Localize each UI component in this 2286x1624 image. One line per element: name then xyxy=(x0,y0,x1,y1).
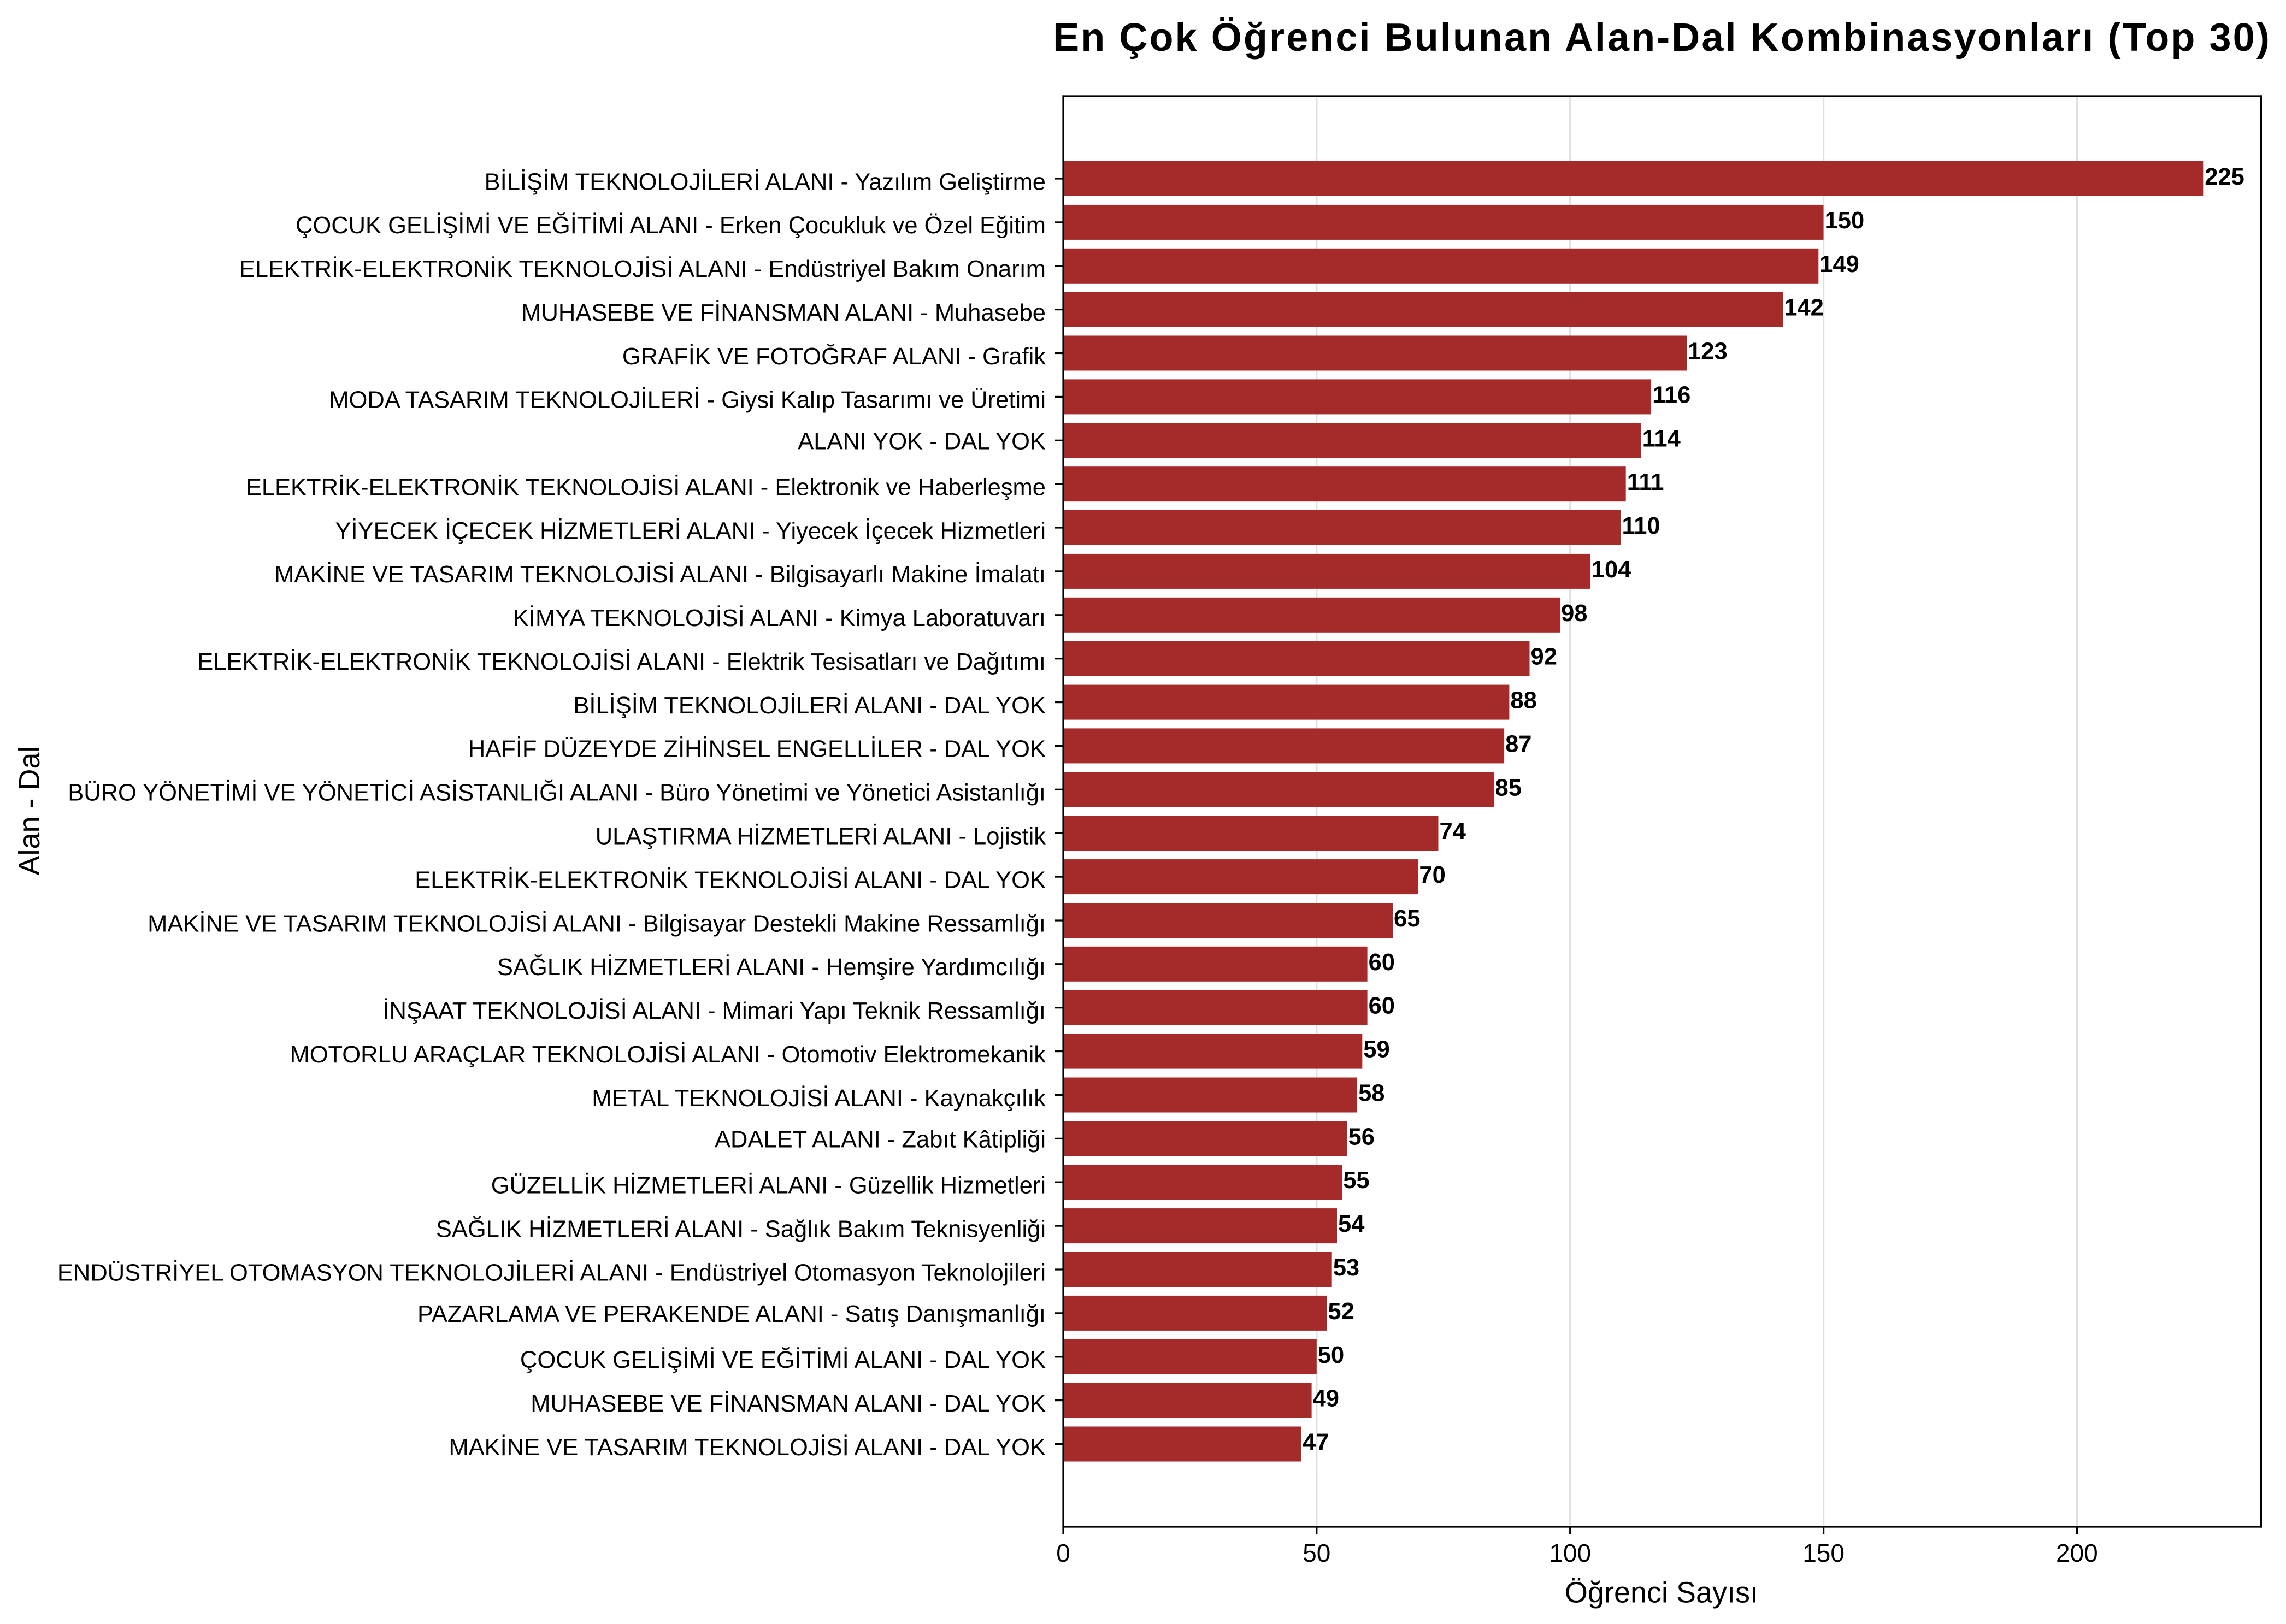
svg-text:BİLİŞİM TEKNOLOJİLERİ ALANI -: BİLİŞİM TEKNOLOJİLERİ ALANI - Yazılım Ge… xyxy=(485,168,1046,195)
svg-text:ÇOCUK GELİŞİMİ VE EĞİTİMİ ALAN: ÇOCUK GELİŞİMİ VE EĞİTİMİ ALANI - Erken … xyxy=(296,212,1046,239)
svg-text:60: 60 xyxy=(1369,993,1395,1019)
svg-text:88: 88 xyxy=(1510,688,1536,714)
svg-text:111: 111 xyxy=(1627,469,1664,495)
svg-text:100: 100 xyxy=(1549,1539,1591,1567)
svg-text:BİLİŞİM TEKNOLOJİLERİ ALANI -: BİLİŞİM TEKNOLOJİLERİ ALANI - DAL YOK xyxy=(573,692,1046,719)
svg-text:65: 65 xyxy=(1394,906,1420,932)
svg-text:YİYECEK İÇECEK HİZMETLERİ ALAN: YİYECEK İÇECEK HİZMETLERİ ALANI - Yiyece… xyxy=(335,517,1046,544)
svg-text:SAĞLIK HİZMETLERİ ALANI - Hemş: SAĞLIK HİZMETLERİ ALANI - Hemşire Yardım… xyxy=(497,954,1046,981)
svg-text:50: 50 xyxy=(1318,1342,1344,1368)
svg-text:60: 60 xyxy=(1369,949,1395,976)
svg-text:58: 58 xyxy=(1358,1080,1384,1107)
svg-text:MAKİNE VE TASARIM TEKNOLOJİSİ: MAKİNE VE TASARIM TEKNOLOJİSİ ALANI - DA… xyxy=(449,1434,1046,1461)
svg-text:İNŞAAT TEKNOLOJİSİ ALANI - Mim: İNŞAAT TEKNOLOJİSİ ALANI - Mimari Yapı T… xyxy=(382,997,1046,1024)
svg-text:92: 92 xyxy=(1531,644,1557,670)
svg-text:ADALET ALANI - Zabıt Kâtipliği: ADALET ALANI - Zabıt Kâtipliği xyxy=(715,1127,1046,1153)
svg-text:MODA TASARIM TEKNOLOJİLERİ - G: MODA TASARIM TEKNOLOJİLERİ - Giysi Kalıp… xyxy=(329,387,1046,414)
svg-text:150: 150 xyxy=(1802,1539,1845,1567)
svg-text:142: 142 xyxy=(1784,295,1824,321)
svg-text:Alan - Dal: Alan - Dal xyxy=(13,746,46,875)
svg-text:200: 200 xyxy=(2056,1539,2098,1567)
svg-text:110: 110 xyxy=(1622,513,1660,539)
svg-text:Öğrenci Sayısı: Öğrenci Sayısı xyxy=(1565,1576,1758,1609)
svg-text:52: 52 xyxy=(1328,1298,1354,1325)
svg-text:ÇOCUK GELİŞİMİ VE EĞİTİMİ ALAN: ÇOCUK GELİŞİMİ VE EĞİTİMİ ALANI - DAL YO… xyxy=(520,1347,1046,1373)
svg-text:SAĞLIK HİZMETLERİ ALANI - Sağl: SAĞLIK HİZMETLERİ ALANI - Sağlık Bakım T… xyxy=(436,1215,1046,1242)
svg-text:ALANI YOK - DAL YOK: ALANI YOK - DAL YOK xyxy=(798,429,1046,455)
svg-text:MUHASEBE VE FİNANSMAN ALANI -: MUHASEBE VE FİNANSMAN ALANI - Muhasebe xyxy=(521,299,1046,326)
svg-text:MOTORLU ARAÇLAR TEKNOLOJİSİ AL: MOTORLU ARAÇLAR TEKNOLOJİSİ ALANI - Otom… xyxy=(290,1041,1046,1068)
svg-text:0: 0 xyxy=(1056,1539,1070,1567)
svg-text:53: 53 xyxy=(1333,1255,1359,1281)
svg-text:225: 225 xyxy=(2205,164,2244,190)
svg-text:ULAŞTIRMA HİZMETLERİ ALANI - L: ULAŞTIRMA HİZMETLERİ ALANI - Lojistik xyxy=(596,823,1046,850)
svg-text:ELEKTRİK-ELEKTRONİK TEKNOLOJİS: ELEKTRİK-ELEKTRONİK TEKNOLOJİSİ ALANI - … xyxy=(415,866,1046,893)
svg-text:KİMYA TEKNOLOJİSİ ALANI - Kimy: KİMYA TEKNOLOJİSİ ALANI - Kimya Laboratu… xyxy=(513,605,1046,631)
svg-text:ELEKTRİK-ELEKTRONİK TEKNOLOJİS: ELEKTRİK-ELEKTRONİK TEKNOLOJİSİ ALANI - … xyxy=(197,648,1046,675)
svg-text:114: 114 xyxy=(1642,426,1681,452)
svg-text:47: 47 xyxy=(1303,1430,1329,1456)
svg-text:55: 55 xyxy=(1343,1167,1369,1194)
svg-text:49: 49 xyxy=(1313,1386,1339,1412)
svg-text:150: 150 xyxy=(1825,208,1865,234)
svg-text:En Çok Öğrenci Bulunan Alan-Da: En Çok Öğrenci Bulunan Alan-Dal Kombinas… xyxy=(1053,16,2271,60)
svg-text:116: 116 xyxy=(1652,382,1690,408)
svg-text:GRAFİK VE FOTOĞRAF ALANI - Gra: GRAFİK VE FOTOĞRAF ALANI - Grafik xyxy=(622,343,1046,370)
svg-text:ELEKTRİK-ELEKTRONİK TEKNOLOJİS: ELEKTRİK-ELEKTRONİK TEKNOLOJİSİ ALANI - … xyxy=(239,256,1046,282)
svg-text:BÜRO YÖNETİMİ VE YÖNETİCİ ASİS: BÜRO YÖNETİMİ VE YÖNETİCİ ASİSTANLIĞI AL… xyxy=(68,779,1046,806)
svg-text:98: 98 xyxy=(1561,600,1587,627)
svg-text:MAKİNE VE TASARIM TEKNOLOJİSİ: MAKİNE VE TASARIM TEKNOLOJİSİ ALANI - Bi… xyxy=(148,910,1046,937)
svg-text:54: 54 xyxy=(1338,1211,1364,1237)
svg-text:ELEKTRİK-ELEKTRONİK TEKNOLOJİS: ELEKTRİK-ELEKTRONİK TEKNOLOJİSİ ALANI - … xyxy=(246,474,1046,501)
svg-text:59: 59 xyxy=(1363,1037,1389,1063)
svg-text:GÜZELLİK HİZMETLERİ ALANI - Gü: GÜZELLİK HİZMETLERİ ALANI - Güzellik Hiz… xyxy=(491,1172,1046,1199)
svg-text:87: 87 xyxy=(1505,731,1531,757)
svg-text:MUHASEBE VE FİNANSMAN ALANI -: MUHASEBE VE FİNANSMAN ALANI - DAL YOK xyxy=(531,1390,1046,1417)
svg-text:MAKİNE VE TASARIM TEKNOLOJİSİ: MAKİNE VE TASARIM TEKNOLOJİSİ ALANI - Bi… xyxy=(274,561,1046,588)
svg-text:149: 149 xyxy=(1819,251,1859,277)
svg-text:56: 56 xyxy=(1348,1124,1375,1150)
svg-text:PAZARLAMA VE PERAKENDE ALANI -: PAZARLAMA VE PERAKENDE ALANI - Satış Dan… xyxy=(417,1301,1046,1327)
svg-text:70: 70 xyxy=(1419,862,1445,888)
svg-text:85: 85 xyxy=(1495,775,1522,801)
svg-text:50: 50 xyxy=(1303,1539,1330,1567)
svg-text:ENDÜSTRİYEL OTOMASYON TEKNOLOJ: ENDÜSTRİYEL OTOMASYON TEKNOLOJİLERİ ALAN… xyxy=(57,1259,1046,1286)
svg-text:METAL TEKNOLOJİSİ ALANI - Kayn: METAL TEKNOLOJİSİ ALANI - Kaynakçılık xyxy=(592,1085,1046,1112)
svg-text:HAFİF DÜZEYDE ZİHİNSEL ENGELLİ: HAFİF DÜZEYDE ZİHİNSEL ENGELLİLER - DAL … xyxy=(468,736,1046,763)
svg-text:74: 74 xyxy=(1440,818,1466,845)
svg-text:123: 123 xyxy=(1688,339,1728,365)
svg-text:104: 104 xyxy=(1592,557,1631,583)
